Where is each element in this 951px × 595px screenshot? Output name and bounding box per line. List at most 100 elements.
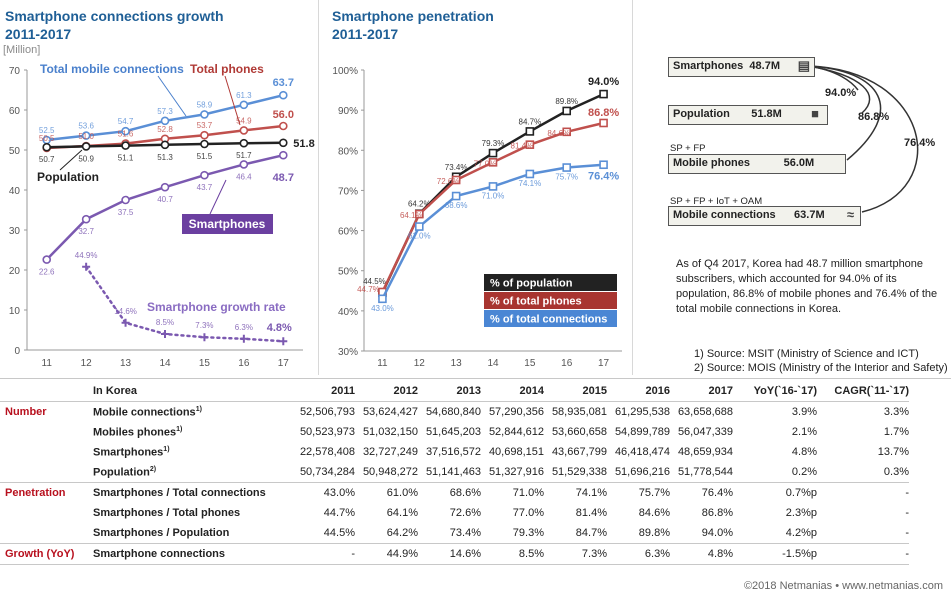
mid-chart-title: Smartphone penetration 2011-2017 (332, 8, 494, 42)
data-label: 53.7 (197, 121, 213, 130)
y-tick-label: 40 (9, 186, 21, 197)
table-row: Population2) 50,734,284 50,948,272 51,141,4… (0, 462, 909, 483)
series-point (525, 169, 535, 179)
series-point (81, 214, 91, 224)
value-cell: 54,680,840 (425, 406, 481, 418)
cagr-cell: 1.7% (883, 426, 909, 438)
data-label: 74.1% (519, 179, 542, 188)
row-label: Population2) (93, 465, 157, 479)
value-cell: 50,523,973 (299, 426, 355, 438)
data-label: 77.0% (474, 159, 497, 168)
data-label: 71.0% (482, 191, 505, 200)
value-cell: 4.8% (707, 548, 733, 560)
value-cell: 50,734,284 (299, 466, 355, 478)
header-cell: 2011 (331, 385, 355, 397)
value-cell: 54,899,789 (614, 426, 670, 438)
box-mobile-phones: Mobile phones 56.0M (668, 154, 846, 174)
x-tick-label: 17 (598, 358, 610, 369)
y-tick-label: 10 (9, 306, 21, 317)
data-label: 81.4% (511, 142, 534, 151)
data-label: 51.3 (157, 153, 173, 162)
legend-swatch (484, 292, 617, 309)
series-point (488, 158, 498, 167)
series-point (42, 142, 52, 152)
value-cell: 51,141,463 (425, 466, 481, 478)
data-label: 48.7 (273, 172, 294, 184)
data-label: 51.8 (293, 138, 314, 150)
data-label: 58.9 (197, 100, 213, 109)
series-point (200, 139, 209, 149)
mobile-phones-prefix: SP + FP (670, 143, 706, 154)
value-cell: 79.3% (512, 527, 544, 539)
x-tick-label: 12 (81, 358, 93, 369)
data-label: 52.8 (157, 125, 173, 134)
data-label: 50.7 (39, 155, 55, 164)
yoy-cell: -1.5%p (782, 548, 817, 560)
x-tick-label: 12 (414, 358, 426, 369)
row-label: Smartphones / Total connections (93, 487, 266, 499)
value-cell: 77.0% (512, 507, 544, 519)
cagr-cell: - (905, 527, 909, 539)
series-point (562, 127, 572, 137)
value-cell: 44.9% (386, 548, 418, 560)
data-label: 8.5% (156, 318, 174, 327)
value-cell: 64.2% (386, 527, 418, 539)
cagr-cell: - (905, 548, 909, 560)
source-1: 1) Source: MSIT (Ministry of Science and… (694, 348, 919, 360)
series-point (562, 163, 572, 172)
series-point (378, 294, 387, 304)
series-name: Total mobile connections (40, 62, 184, 76)
smartphones-label-box (182, 214, 273, 234)
legend-swatch (484, 274, 617, 291)
data-label: 51.6 (118, 130, 134, 139)
series-point (278, 121, 288, 131)
series-name: Total phones (190, 62, 264, 76)
data-label: 75.7% (555, 173, 578, 182)
data-label: 54.9 (236, 116, 252, 125)
row-group-label (0, 442, 93, 462)
footnote-marker: 1) (176, 425, 183, 433)
value-cell: 44.5% (323, 527, 355, 539)
yoy-cell: 2.3%p (785, 507, 817, 519)
row-label: Mobiles phones1) (93, 425, 183, 439)
series-point (599, 89, 608, 99)
row-group-label (0, 462, 93, 483)
value-cell: 72.6% (449, 507, 481, 519)
y-tick-label: 70 (9, 66, 21, 77)
value-cell: 57,290,356 (488, 406, 544, 418)
series-point (161, 330, 169, 338)
x-tick-label: 16 (238, 358, 250, 369)
value-cell: 84.7% (575, 527, 607, 539)
x-tick-label: 17 (278, 358, 290, 369)
yoy-cell: 2.1% (791, 426, 817, 438)
header-cell (0, 381, 93, 402)
value-cell: 73.4% (449, 527, 481, 539)
data-label: 79.3% (482, 139, 505, 148)
cagr-cell: - (905, 487, 909, 499)
series-point (451, 175, 461, 185)
series-point (121, 126, 130, 136)
series-point (81, 142, 91, 151)
series-point (42, 255, 52, 264)
value-cell: 74.1% (575, 487, 607, 499)
series-point (451, 191, 461, 201)
y-tick-label: 80% (338, 146, 358, 157)
value-cell: 7.3% (581, 548, 607, 560)
series-name: Smartphones (189, 217, 266, 231)
series-name: Smartphone growth rate (147, 300, 286, 314)
value-cell: 53,624,427 (362, 406, 418, 418)
data-label: 84.7% (519, 117, 542, 126)
left-chart-unit: [Million] (3, 44, 41, 56)
box-mobile-connections: Mobile connections 63.7M ≈ (668, 206, 861, 226)
table-row: Smartphones1) 22,578,408 32,727,249 37,516,… (0, 442, 909, 462)
y-tick-label: 60% (338, 227, 358, 238)
arc-connections (807, 65, 919, 213)
data-label: 44.9% (75, 251, 98, 260)
row-group-label (0, 422, 93, 442)
x-tick-label: 11 (42, 358, 53, 369)
value-cell: 89.8% (638, 527, 670, 539)
table-row: Mobiles phones1) 50,523,973 51,032,150 51,6… (0, 422, 909, 442)
data-label: 4.8% (267, 322, 292, 334)
row-label: Smartphones / Population (93, 527, 230, 539)
series-point (599, 160, 608, 170)
